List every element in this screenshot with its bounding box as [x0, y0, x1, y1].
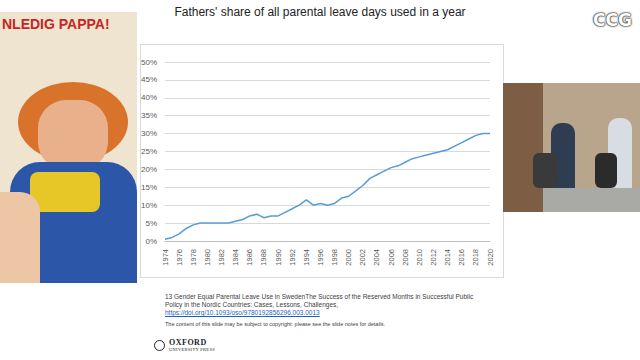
svg-text:1998: 1998 [330, 249, 339, 266]
svg-text:2018: 2018 [471, 249, 480, 266]
html-text:CCG: CCG [593, 10, 632, 30]
svg-text:1986: 1986 [245, 249, 254, 266]
svg-text:1988: 1988 [259, 249, 268, 266]
svg-text:35%: 35% [141, 111, 157, 120]
svg-text:1992: 1992 [288, 249, 297, 266]
svg-text:1994: 1994 [302, 249, 311, 266]
svg-text:1984: 1984 [231, 249, 240, 266]
html-text:UNIVERSITY PRESS: UNIVERSITY PRESS [169, 347, 215, 352]
svg-text:1978: 1978 [189, 249, 198, 266]
svg-text:5%: 5% [145, 219, 157, 228]
svg-text:Fathers' share of all parental: Fathers' share of all parental leave day… [174, 5, 465, 19]
svg-text:1980: 1980 [203, 249, 212, 266]
html-text:Policy in the Nordic Countries: Policy in the Nordic Countries: Cases, L… [165, 301, 339, 308]
svg-text:2016: 2016 [457, 249, 466, 266]
svg-text:45%: 45% [141, 75, 157, 84]
svg-text:1996: 1996 [316, 249, 325, 266]
svg-text:2002: 2002 [358, 249, 367, 266]
svg-text:2010: 2010 [415, 249, 424, 266]
svg-text:2008: 2008 [401, 249, 410, 266]
svg-text:2012: 2012 [429, 249, 438, 266]
svg-text:25%: 25% [141, 147, 157, 156]
svg-text:50%: 50% [141, 58, 157, 67]
html-text:https://doi.org/10.1093/oso/97: https://doi.org/10.1093/oso/978019285629… [165, 309, 320, 316]
html-text:13 Gender Equal Parental Leave: 13 Gender Equal Parental Leave Use in Sw… [165, 293, 474, 300]
svg-text:20%: 20% [141, 165, 157, 174]
svg-text:1982: 1982 [217, 249, 226, 266]
html-text:NLEDIG PAPPA!: NLEDIG PAPPA! [2, 16, 110, 32]
html-text:The content of this slide may: The content of this slide may be subject… [165, 321, 386, 327]
svg-text:40%: 40% [141, 93, 157, 102]
svg-text:0%: 0% [145, 237, 157, 246]
svg-text:2014: 2014 [443, 249, 452, 266]
svg-text:15%: 15% [141, 183, 157, 192]
svg-text:30%: 30% [141, 129, 157, 138]
html-text:OXFORD: OXFORD [169, 338, 207, 347]
svg-text:2004: 2004 [372, 249, 381, 266]
svg-text:1974: 1974 [161, 249, 170, 266]
svg-text:10%: 10% [141, 201, 157, 210]
svg-text:2006: 2006 [387, 249, 396, 266]
svg-text:1990: 1990 [274, 249, 283, 266]
svg-text:1976: 1976 [175, 249, 184, 266]
svg-text:2000: 2000 [344, 249, 353, 266]
svg-text:2020: 2020 [486, 249, 495, 266]
